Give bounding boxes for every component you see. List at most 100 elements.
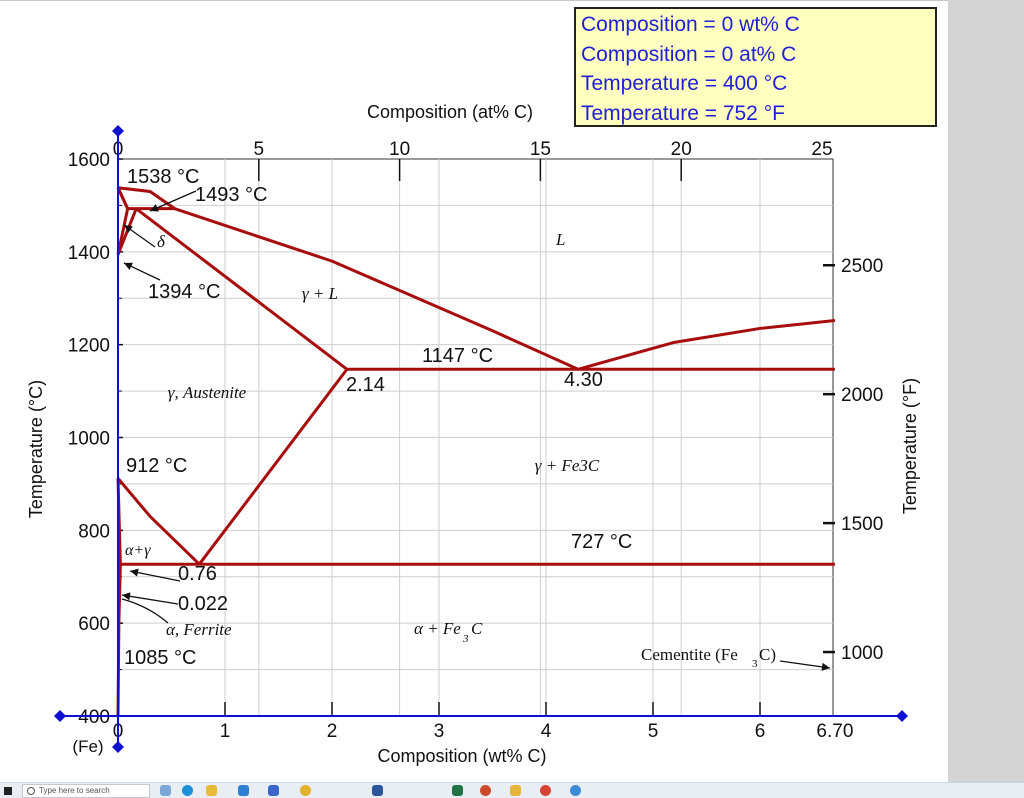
- phase-label-gamma-fe3c: γ + Fe3C: [535, 456, 600, 475]
- y-right-tick-label: 1500: [841, 514, 883, 535]
- taskbar-search-input[interactable]: Type here to search: [22, 784, 150, 798]
- chrome-app-icon[interactable]: [540, 785, 551, 796]
- x-bottom-fe-label: (Fe): [72, 737, 103, 756]
- y-left-tick-label: 800: [78, 521, 110, 542]
- phase-line-delta-gamma-right: [116, 208, 138, 256]
- x-bottom-tick-label: 6.70: [816, 721, 853, 742]
- arrow-cementite-head: [821, 662, 830, 671]
- composition-readout-box: Composition = 0 wt% C Composition = 0 at…: [574, 7, 937, 127]
- cursor-handle-bottom: [112, 741, 124, 753]
- annotation-1394c: 1394 °C: [148, 281, 221, 303]
- powerpoint-icon[interactable]: [480, 785, 491, 796]
- phase-line-delta-curve: [117, 186, 176, 210]
- annotation-1538c: 1538 °C: [127, 166, 200, 188]
- phase-label-alpha-fe3c-tail: C: [471, 619, 483, 638]
- x-bottom-tick-label: 4: [541, 721, 552, 742]
- phase-label-austenite: γ, Austenite: [168, 383, 247, 402]
- readout-composition-wt: Composition = 0 wt% C: [581, 13, 800, 36]
- phase-label-cementite-tail: C): [759, 645, 776, 664]
- y-left-tick-label: 600: [78, 614, 110, 635]
- y-left-tick-label: 400: [78, 707, 110, 728]
- file-explorer-icon[interactable]: [206, 785, 217, 796]
- x-bottom-tick-label: 6: [755, 721, 766, 742]
- phase-label-liquid: L: [555, 230, 565, 249]
- phase-line-gamma-solidus: [135, 207, 348, 371]
- edge-browser-icon[interactable]: [182, 785, 193, 796]
- phase-label-cementite: Cementite (Fe: [641, 645, 738, 664]
- x-bottom-tick-label: 3: [434, 721, 445, 742]
- phase-label-alpha-gamma: α+γ: [125, 542, 151, 559]
- taskbar: Type here to search: [0, 782, 1024, 798]
- annotation-727c: 727 °C: [571, 531, 632, 553]
- arrow-1394-head: [124, 262, 133, 271]
- store-icon[interactable]: [238, 785, 249, 796]
- annotation-912c: 912 °C: [126, 455, 187, 477]
- arrow-cementite: [779, 660, 831, 669]
- phase-line-a3: [116, 477, 201, 566]
- y-left-tick-label: 1600: [68, 150, 110, 171]
- arrow-076: [129, 570, 181, 582]
- x-bottom-tick-label: 1: [220, 721, 231, 742]
- arrow-1493-head: [150, 204, 159, 212]
- arrow-ferrite-curve: [121, 598, 169, 624]
- annotation-214: 2.14: [346, 374, 385, 396]
- readout-temperature-f: Temperature = 752 °F: [581, 101, 785, 125]
- excel-icon[interactable]: [452, 785, 463, 796]
- x-bottom-axis-title: Composition (wt% C): [377, 746, 546, 766]
- y-right-tick-label: 1000: [841, 643, 883, 664]
- annotation-0022: 0.022: [178, 593, 228, 615]
- y-right-tick-label: 2000: [841, 385, 883, 406]
- word-icon[interactable]: [372, 785, 383, 796]
- y-left-axis-title: Temperature (°C): [26, 380, 46, 518]
- phase-line-liquidus-main: [174, 207, 579, 371]
- annotation-1147c: 1147 °C: [422, 345, 493, 367]
- annotation-1493c: 1493 °C: [195, 184, 268, 206]
- annotation-1085c: 1085 °C: [124, 647, 197, 669]
- phase-label-ferrite: α, Ferrite: [166, 620, 232, 639]
- arrow-0022-head: [122, 592, 131, 601]
- arrow-076-head: [130, 568, 139, 577]
- annotation-076: 0.76: [178, 563, 217, 585]
- grid-lines: [118, 159, 833, 716]
- phase-line-acm: [198, 368, 349, 566]
- y-left-tick-label: 1000: [68, 429, 110, 450]
- x-bottom-tick-label: 5: [648, 721, 659, 742]
- y-right-tick-label: 2500: [841, 256, 883, 277]
- y-left-tick-label: 1200: [68, 336, 110, 357]
- x-bottom-tick-label: 2: [327, 721, 338, 742]
- x-top-tick-label: 10: [389, 139, 410, 160]
- readout-temperature-c: Temperature = 400 °C: [581, 72, 788, 95]
- task-view-icon[interactable]: [160, 785, 171, 796]
- arrow-delta-head: [124, 225, 133, 233]
- app-icon[interactable]: [570, 785, 581, 796]
- phase-diagram-svg[interactable]: 4006008001000120014001600100015002000250…: [0, 1, 948, 783]
- x-top-tick-label: 25: [811, 139, 832, 160]
- arrow-1493: [149, 190, 197, 212]
- phase-label-cementite-sub: 3: [752, 658, 758, 670]
- chart-canvas[interactable]: 400 600 800 1000 1200 1400 1600 1000 1500 2000 250…: [0, 0, 948, 783]
- x-top-tick-label: 5: [254, 139, 265, 160]
- x-top-tick-label: 15: [530, 139, 551, 160]
- annotation-430: 4.30: [564, 369, 603, 391]
- mail-icon[interactable]: [268, 785, 279, 796]
- phase-label-delta: δ: [157, 232, 166, 251]
- folder-icon[interactable]: [510, 785, 521, 796]
- cursor-handle-left: [54, 710, 66, 722]
- y-left-tick-label: 1400: [68, 243, 110, 264]
- phase-line-liquidus-hypereutectic: [577, 319, 836, 371]
- phase-line-delta-solidus: [116, 187, 129, 210]
- phase-label-gamma-l: γ + L: [302, 284, 338, 303]
- phase-lines: [116, 186, 836, 717]
- x-top-tick-label: 20: [671, 139, 692, 160]
- search-icon: [27, 787, 35, 795]
- phase-label-alpha-fe3c: α + Fe: [414, 619, 461, 638]
- y-right-axis-title: Temperature (°F): [900, 378, 920, 514]
- x-top-axis-title: Composition (at% C): [367, 102, 533, 122]
- cursor-handle-right: [896, 710, 908, 722]
- chrome-icon[interactable]: [300, 785, 311, 796]
- phase-label-alpha-fe3c-sub: 3: [462, 633, 469, 645]
- readout-composition-at: Composition = 0 at% C: [581, 42, 797, 66]
- cursor-handle-top: [112, 125, 124, 137]
- arrow-0022: [121, 594, 179, 605]
- windows-start-icon[interactable]: [4, 787, 12, 795]
